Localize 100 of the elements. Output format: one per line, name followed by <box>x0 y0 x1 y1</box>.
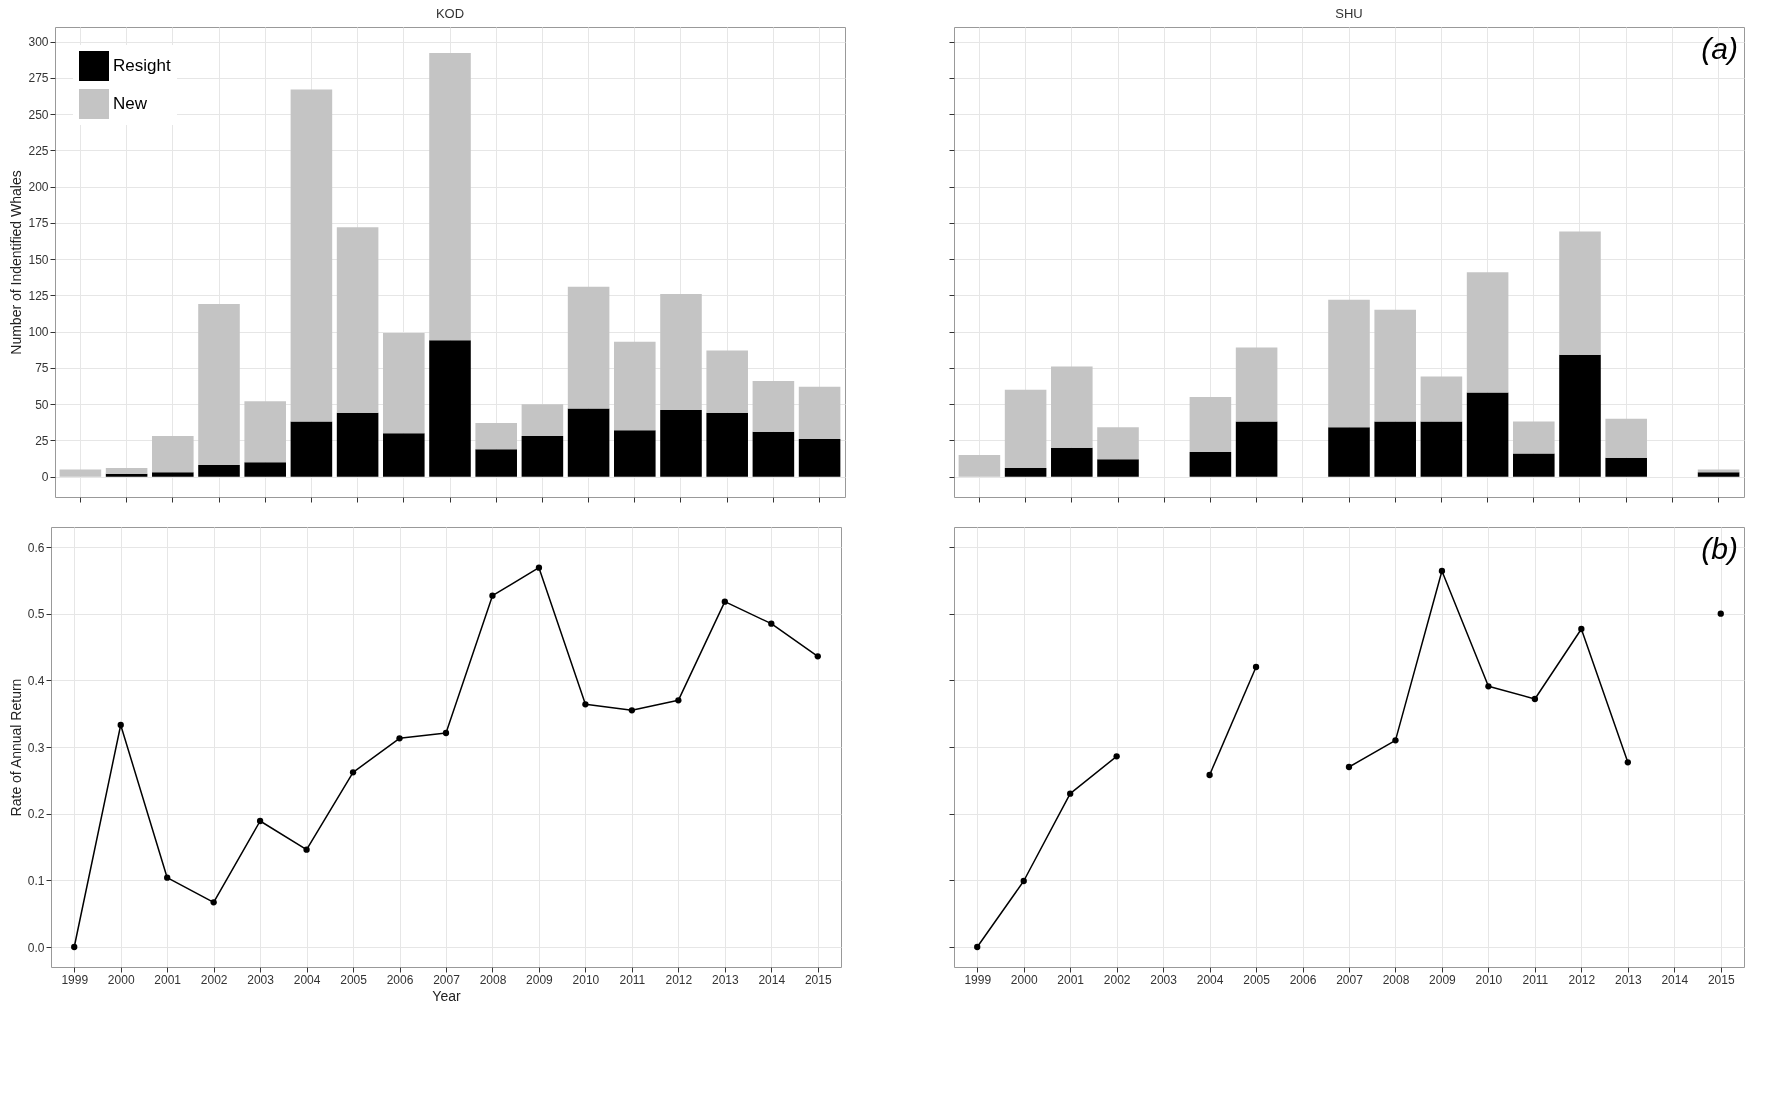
x-tick-label: 2003 <box>247 972 275 987</box>
x-tick-label: 2010 <box>572 972 600 987</box>
y-tick-label: 100 <box>28 325 49 340</box>
y-tick-label: 50 <box>35 397 49 412</box>
x-tick-label: 1999 <box>61 972 89 987</box>
x-tick-label: 2010 <box>1475 972 1503 987</box>
x-tick-label: 2008 <box>479 972 507 987</box>
bar <box>198 465 240 477</box>
bar <box>429 53 471 341</box>
y-axis-title: Number of Indentified Whales <box>8 170 25 355</box>
bar <box>1559 354 1601 477</box>
x-tick-label: 2003 <box>1150 972 1178 987</box>
bar <box>59 469 102 477</box>
y-tick-label: 75 <box>35 361 49 376</box>
x-tick-label: 2004 <box>293 972 321 987</box>
bar <box>429 340 471 477</box>
point <box>396 735 403 742</box>
bar <box>1466 272 1509 393</box>
x-tick-label: 2006 <box>1289 972 1317 987</box>
bar <box>614 430 656 477</box>
point <box>256 817 264 825</box>
bar <box>752 431 795 477</box>
x-tick-label: 2001 <box>154 972 182 987</box>
bar <box>567 408 610 477</box>
bar <box>1235 347 1278 422</box>
x-tick-label: 2000 <box>107 972 135 987</box>
bar <box>798 438 841 477</box>
bar <box>1189 452 1232 477</box>
x-tick-label: 2000 <box>1010 972 1038 987</box>
bar <box>475 423 517 450</box>
bar <box>1328 299 1370 428</box>
point <box>535 564 543 571</box>
bar <box>290 421 333 477</box>
y-tick-label: 0 <box>41 470 49 485</box>
y-tick-label: 0.6 <box>27 540 45 555</box>
bar <box>1097 459 1139 477</box>
y-tick-label: 0.4 <box>27 673 45 688</box>
bar <box>383 333 425 434</box>
bar <box>1235 421 1278 477</box>
x-tick-label: 2005 <box>1243 972 1271 987</box>
y-tick-label: 225 <box>28 143 49 158</box>
x-tick-label: 2005 <box>340 972 368 987</box>
bar <box>1605 457 1647 477</box>
y-tick-label: 25 <box>35 433 49 448</box>
point <box>1113 753 1120 760</box>
point <box>164 874 171 881</box>
bar <box>521 404 564 437</box>
bar <box>152 436 194 473</box>
point <box>675 697 682 704</box>
y-tick-label: 175 <box>28 216 49 231</box>
bar <box>660 409 702 477</box>
annotation: (a) <box>1701 32 1738 65</box>
point <box>210 899 217 906</box>
x-tick-label: 2015 <box>1707 972 1735 987</box>
point <box>117 721 124 729</box>
legend-label: Resight <box>113 56 171 75</box>
bar <box>1374 309 1416 422</box>
bar <box>1374 421 1416 477</box>
x-tick-label: 2002 <box>1103 972 1131 987</box>
x-tick-label: 2007 <box>1336 972 1364 987</box>
bar <box>1697 469 1740 473</box>
bar <box>336 412 379 477</box>
y-axis-title: Rate of Annual Return <box>7 678 24 817</box>
y-tick-label: 0.3 <box>27 740 45 755</box>
bar <box>1420 421 1463 477</box>
bar <box>521 436 564 477</box>
bar <box>105 467 148 474</box>
y-tick-label: 0.1 <box>27 873 45 888</box>
legend-label: New <box>113 94 148 113</box>
bar <box>1559 231 1601 355</box>
bar <box>1051 366 1093 448</box>
x-tick-label: 2004 <box>1196 972 1224 987</box>
bar <box>244 462 286 477</box>
bar <box>752 380 795 432</box>
y-tick-label: 0.0 <box>27 940 45 955</box>
y-tick-label: 275 <box>28 71 49 86</box>
bar <box>152 472 194 477</box>
x-tick-label: 2012 <box>665 972 693 987</box>
x-axis-title: Year <box>432 987 461 1004</box>
x-tick-label: 2008 <box>1382 972 1410 987</box>
x-tick-label: 2009 <box>1429 972 1457 987</box>
bar <box>1004 467 1047 477</box>
bar <box>1605 418 1647 458</box>
point <box>768 620 775 627</box>
x-tick-label: 2009 <box>526 972 554 987</box>
x-tick-label: 2013 <box>1614 972 1642 987</box>
y-tick-label: 250 <box>28 107 49 122</box>
bar <box>660 293 702 410</box>
point <box>303 846 310 853</box>
bar <box>1466 392 1509 477</box>
x-tick-label: 2011 <box>619 972 646 987</box>
bar <box>1697 472 1740 477</box>
bar <box>958 454 1001 477</box>
bar <box>383 433 425 477</box>
x-tick-label: 2001 <box>1057 972 1085 987</box>
x-tick-label: 2013 <box>711 972 739 987</box>
y-tick-label: 150 <box>28 252 49 267</box>
x-tick-label: 2014 <box>1661 972 1689 987</box>
point <box>721 598 728 605</box>
x-tick-label: 2015 <box>804 972 832 987</box>
